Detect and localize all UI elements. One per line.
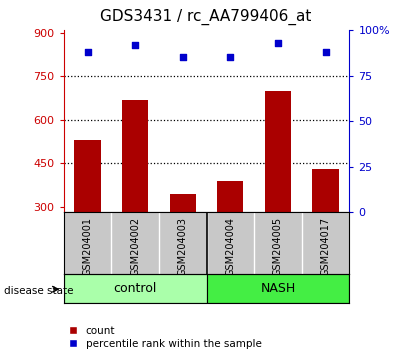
Point <box>84 49 91 55</box>
Bar <box>217 181 243 293</box>
Text: GSM204003: GSM204003 <box>178 217 188 276</box>
Text: GSM204017: GSM204017 <box>321 217 330 276</box>
Bar <box>122 99 148 293</box>
Text: GSM204005: GSM204005 <box>273 217 283 276</box>
Text: GDS3431 / rc_AA799406_at: GDS3431 / rc_AA799406_at <box>100 9 311 25</box>
Point <box>227 55 233 60</box>
Bar <box>206 274 349 303</box>
Bar <box>74 140 101 293</box>
Text: GSM204002: GSM204002 <box>130 217 140 276</box>
Point <box>180 55 186 60</box>
Legend: count, percentile rank within the sample: count, percentile rank within the sample <box>69 326 261 349</box>
Point <box>275 40 281 46</box>
Text: GSM204004: GSM204004 <box>225 217 236 276</box>
Point <box>322 49 329 55</box>
Bar <box>170 194 196 293</box>
Bar <box>312 169 339 293</box>
Text: disease state: disease state <box>4 286 74 296</box>
Point <box>132 42 139 47</box>
Bar <box>265 91 291 293</box>
Text: GSM204001: GSM204001 <box>83 217 92 276</box>
Text: control: control <box>113 282 157 295</box>
Text: NASH: NASH <box>260 282 296 295</box>
Bar <box>64 274 206 303</box>
